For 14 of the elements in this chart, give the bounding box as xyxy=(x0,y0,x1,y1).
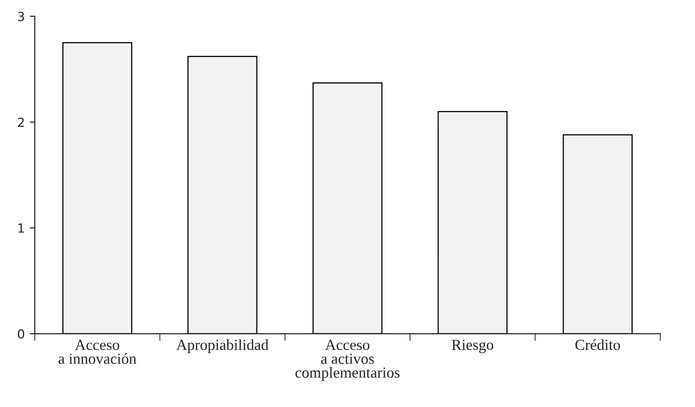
x-tick-label: Acceso a activos complementarios xyxy=(295,340,400,381)
x-tick-label: Crédito xyxy=(575,339,620,350)
bar xyxy=(62,42,132,334)
x-tick-label: Acceso a innovación xyxy=(58,340,136,364)
bar xyxy=(312,82,382,334)
bar xyxy=(187,56,258,334)
y-tick-label: 0 xyxy=(18,329,24,339)
bar xyxy=(438,110,508,334)
y-tick-label: 2 xyxy=(18,118,24,127)
x-tick-label: Apropiabilidad xyxy=(176,339,268,354)
x-tick-label: Riesgo xyxy=(452,340,494,354)
bar xyxy=(562,134,633,334)
y-tick-label: 1 xyxy=(18,224,24,233)
y-tick-label: 3 xyxy=(18,12,24,22)
